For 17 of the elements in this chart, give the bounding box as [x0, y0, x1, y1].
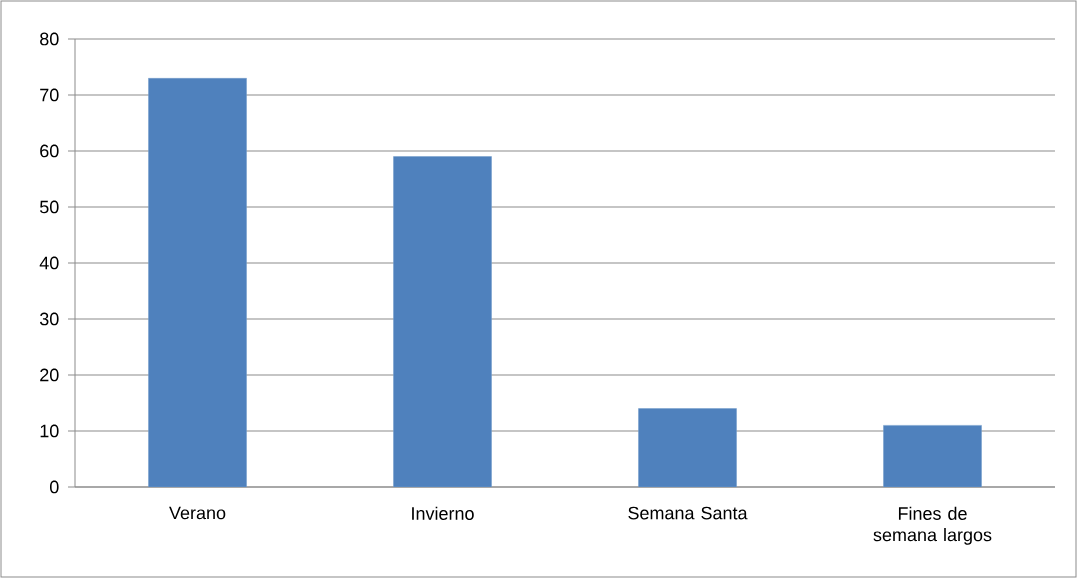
x-tick-label: Invierno [412, 506, 474, 520]
bar [393, 156, 492, 487]
x-tick-label: Verano [169, 506, 226, 520]
y-tick-label: 60 [40, 144, 59, 158]
y-tick-label: 10 [40, 424, 59, 438]
bar [148, 77, 247, 487]
x-tick-label: Fines de semana largos [873, 506, 992, 545]
y-tick-label: 50 [39, 200, 59, 214]
y-tick-label: 40 [39, 256, 59, 270]
y-tick-label: 20 [40, 368, 59, 382]
y-tick-label: 80 [40, 32, 59, 46]
bar [638, 408, 737, 487]
y-tick-label: 70 [40, 88, 59, 102]
bar [883, 425, 982, 487]
y-tick-label: 30 [39, 312, 59, 326]
y-tick-label: 0 [49, 480, 59, 494]
x-tick-label: Semana Santa [628, 506, 748, 520]
